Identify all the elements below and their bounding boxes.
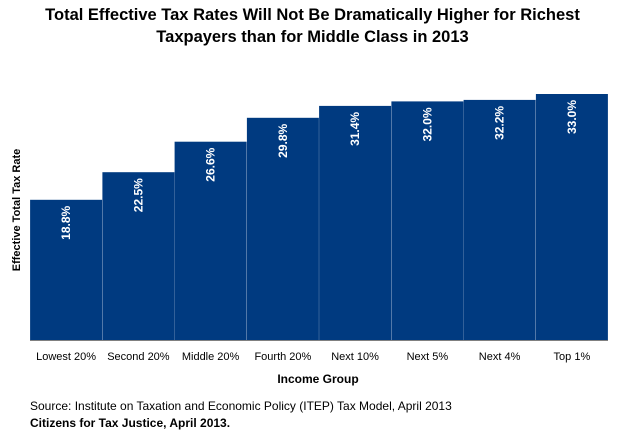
x-tick-labels: Lowest 20% Second 20% Middle 20% Fourth 20%… <box>36 351 590 363</box>
x-tick-label-5: Next 10% <box>331 351 379 363</box>
bar-6 <box>391 101 464 341</box>
data-label-7: 32.2% <box>493 106 507 140</box>
x-tick-label-7: Next 4% <box>479 351 521 363</box>
chart-title: Total Effective Tax Rates Will Not Be Dr… <box>0 4 625 48</box>
data-label-3: 26.6% <box>204 147 218 181</box>
bar-7 <box>463 99 536 341</box>
x-tick-label-1: Lowest 20% <box>36 351 96 363</box>
chart-title-line-1: Total Effective Tax Rates Will Not Be Dr… <box>45 6 580 24</box>
data-label-1: 18.8% <box>59 205 73 239</box>
data-label-4: 29.8% <box>276 123 290 157</box>
bar-5 <box>319 105 392 341</box>
bar-2 <box>102 172 175 340</box>
bars-group: 18.8% 22.5% 26.6% 29.8% 31.4% 32.0% 32.2% 33.0% <box>30 94 608 341</box>
bar-3 <box>174 141 247 340</box>
source-note: Source: Institute on Taxation and Econom… <box>30 399 452 413</box>
data-label-5: 31.4% <box>348 112 362 146</box>
x-tick-label-4: Fourth 20% <box>254 351 311 363</box>
credit-note: Citizens for Tax Justice, April 2013. <box>30 416 231 430</box>
data-label-2: 22.5% <box>131 178 145 212</box>
x-tick-label-8: Top 1% <box>554 351 591 363</box>
bar-1 <box>30 199 103 340</box>
x-tick-label-6: Next 5% <box>407 351 449 363</box>
data-label-6: 32.0% <box>420 107 434 141</box>
y-axis-label: Effective Total Tax Rate <box>11 149 23 271</box>
x-tick-label-2: Second 20% <box>107 351 170 363</box>
bar-4 <box>246 117 319 340</box>
bar-8 <box>535 94 608 340</box>
x-tick-label-3: Middle 20% <box>182 351 240 363</box>
chart-title-line-2: Taxpayers than for Middle Class in 2013 <box>156 28 469 46</box>
x-axis-label: Income Group <box>277 372 358 386</box>
data-label-8: 33.0% <box>565 100 579 134</box>
